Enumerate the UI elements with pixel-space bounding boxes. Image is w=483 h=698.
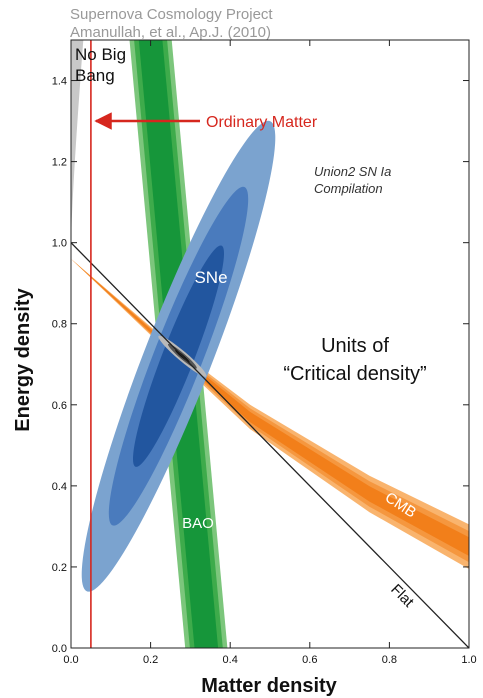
units-annotation-line-1: Units of	[321, 335, 389, 357]
chart-subtitle: Amanullah, et al., Ap.J. (2010)	[70, 24, 271, 41]
x-tick-label: 0.8	[382, 654, 397, 666]
cmb-band-3	[71, 258, 469, 556]
compilation-label-line-2: Compilation	[314, 181, 383, 196]
sne-label: SNe	[194, 268, 227, 287]
y-tick-label: 0.2	[52, 562, 67, 574]
y-tick-label: 0.0	[52, 643, 67, 655]
flat-universe-line	[71, 242, 469, 648]
ordinary-matter-label: Ordinary Matter	[206, 114, 318, 131]
no-big-bang-region-layer	[71, 40, 84, 243]
x-axis-label: Matter density	[201, 675, 337, 697]
flat-label: Flat	[387, 581, 417, 611]
y-tick-label: 1.2	[52, 157, 67, 169]
x-tick-label: 0.2	[143, 654, 158, 666]
y-tick-label: 1.0	[52, 238, 67, 250]
plot-frame	[70, 39, 470, 649]
x-tick-label: 0.4	[223, 654, 238, 666]
cmb-layer	[71, 258, 469, 569]
compilation-label-line-1: Union2 SN Ia	[314, 164, 391, 179]
axis-layer: 0.0 0.2 0.4 0.6 0.8 1.0 0.0 0.2 0.4 0.6 0.8 1.0 1.2 1…	[52, 40, 477, 666]
y-tick-label: 1.4	[52, 76, 67, 88]
y-tick-label: 0.6	[52, 400, 67, 412]
flat-layer	[71, 242, 469, 648]
y-tick-label: 0.4	[52, 481, 67, 493]
no-big-bang-region	[71, 40, 84, 243]
plot-area	[71, 40, 469, 648]
y-tick-label: 0.8	[52, 319, 67, 331]
x-tick-label: 0.0	[63, 654, 78, 666]
chart-title: Supernova Cosmology Project	[70, 6, 273, 23]
bao-label: BAO	[182, 515, 214, 532]
y-axis-label: Energy density	[12, 287, 34, 431]
x-tick-label: 0.6	[302, 654, 317, 666]
no-big-bang-label-line-1: No Big	[75, 45, 126, 64]
no-big-bang-label-line-2: Bang	[75, 66, 115, 85]
x-tick-label: 1.0	[461, 654, 476, 666]
units-annotation-line-2: “Critical density”	[283, 363, 426, 385]
